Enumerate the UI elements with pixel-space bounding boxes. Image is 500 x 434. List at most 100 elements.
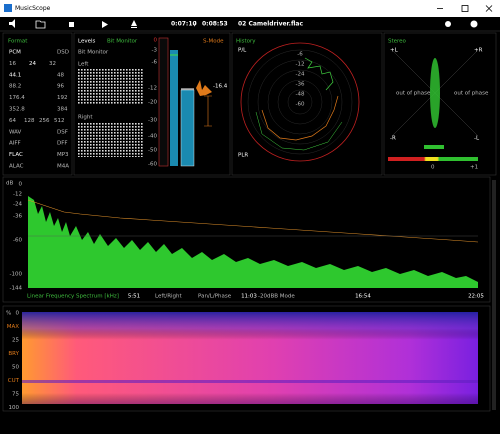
spectrum-unit: dB — [6, 181, 13, 187]
format-item: PCM — [9, 50, 21, 56]
format-item: 256 — [39, 118, 50, 124]
spectrum-caption: Linear Frequency Spectrum [kHz] — [27, 294, 119, 300]
ring-label: -24 — [296, 72, 305, 78]
meter-tick: -3 — [152, 48, 158, 54]
stereo-title: Stereo — [388, 39, 407, 45]
meter-right — [180, 89, 195, 167]
format-item: 192 — [57, 95, 68, 101]
spectrum-y-tick: -60 — [13, 238, 22, 244]
format-item: 176.4 — [9, 95, 25, 101]
panel-frames — [2, 32, 497, 412]
history-ring-labels: -6 -12 -24 -36 -48 -60 — [296, 52, 305, 108]
toolbar-icons[interactable] — [9, 19, 478, 29]
time-position: 0:07:10 — [171, 21, 197, 28]
mode-0[interactable]: Left/Right — [155, 294, 183, 300]
meter-tick: -60 — [148, 162, 157, 168]
format-item: ALAC — [9, 164, 24, 170]
meter-tick: -20 — [148, 100, 157, 106]
stereo-out-right: out of phase — [454, 91, 489, 97]
meter-readout: -16.4 — [213, 84, 228, 90]
spectrum-x-axis: 5:51 11:03 16:54 22:05 — [128, 294, 485, 300]
history-top: P/L — [238, 48, 247, 54]
spectrum-y-axis: 0 -12 -24 -36 -60 -100 -144 — [10, 182, 23, 292]
format-item: 32 — [49, 61, 56, 67]
time-duration: 0:08:53 — [202, 21, 228, 28]
meter-tick: 0 — [154, 38, 158, 44]
bit-monitor-tab[interactable]: Bit Monitor — [107, 39, 138, 45]
spectrum-x-tick: 5:51 — [128, 294, 140, 300]
format-item: 96 — [57, 84, 64, 90]
left-label: Left — [78, 62, 89, 68]
format-item: 44.1 — [9, 72, 21, 78]
spectrogram-y-tick: 100 — [9, 405, 20, 411]
balance-one: +1 — [470, 165, 478, 171]
spectrum-y-tick: -36 — [13, 214, 22, 220]
stereo-cloud — [430, 58, 440, 128]
scrollbar[interactable] — [492, 180, 496, 410]
spectrum-y-tick: -24 — [13, 202, 22, 208]
format-item: FLAC — [9, 152, 23, 158]
format-item: 16 — [9, 61, 16, 67]
ring-label: -48 — [296, 92, 305, 98]
window-title: MusicScope — [15, 5, 51, 12]
format-grid: PCM DSD 16 24 32 44.1 48 88.2 96 176.4 192 352.8 384… — [9, 50, 69, 170]
meter-tick: -50 — [148, 148, 157, 154]
stereo-minus-r: -R — [390, 136, 396, 142]
spectrogram-y-tick: MAX — [7, 324, 20, 330]
history-bottom: PLR — [238, 153, 248, 159]
format-item: 64 — [9, 118, 16, 124]
spectrum-fill — [28, 196, 478, 288]
spectrogram-y-tick: 0 — [16, 311, 20, 317]
stereo-minus-l: -L — [474, 136, 480, 142]
spectrum-peak — [27, 199, 479, 243]
format-item: DSD — [57, 50, 69, 56]
stereo-width — [424, 145, 444, 149]
bit-grid-left — [78, 69, 144, 104]
spectrogram-unit: % — [6, 311, 11, 317]
format-title: Format — [8, 39, 28, 45]
balance-bar — [388, 157, 478, 161]
mode-2[interactable]: -20dBB Mode — [258, 294, 295, 300]
format-item: DFF — [57, 141, 68, 147]
ring-label: -6 — [297, 52, 303, 58]
file-name: 02 Cameldriver.flac — [238, 21, 303, 28]
meter-mode[interactable]: S-Mode — [203, 39, 224, 45]
stereo-plus-l: +L — [390, 48, 399, 54]
history-rings — [240, 42, 360, 162]
meter-frame — [158, 37, 169, 167]
spectrum-x-tick: 16:54 — [355, 294, 371, 300]
spectrogram-y-tick: BRY — [8, 351, 19, 357]
app-icon — [4, 4, 12, 12]
ring-label: -60 — [296, 102, 305, 108]
spectrum-y-tick: -12 — [13, 192, 22, 198]
format-item: AIFF — [9, 141, 21, 147]
title-bar — [0, 0, 500, 17]
right-label: Right — [78, 115, 93, 121]
stereo-plus-r: +R — [474, 48, 483, 54]
bit-monitor-header: Bit Monitor — [78, 50, 109, 56]
ring-label: -36 — [296, 82, 305, 88]
meter-tick: -6 — [152, 60, 158, 66]
history-title: History — [236, 39, 256, 45]
format-item: 48 — [57, 72, 64, 78]
format-item: WAV — [9, 129, 22, 135]
format-item: 128 — [24, 118, 35, 124]
meter-scale: 0 -3 -6 -12 -20 -30 -40 -50 -60 — [148, 38, 157, 168]
ring-label: -12 — [296, 62, 305, 68]
spectrum-x-tick: 11:03 — [241, 294, 257, 300]
format-item: 24 — [29, 61, 36, 67]
spectrogram-y-tick: 50 — [12, 365, 19, 371]
window-controls[interactable] — [437, 5, 493, 12]
spectrogram-y-tick: 25 — [12, 338, 19, 344]
mode-1[interactable]: Pan/L/Phase — [198, 294, 232, 300]
meter-left — [170, 50, 178, 166]
spectrogram-overlay — [22, 312, 478, 404]
format-item: MP3 — [57, 152, 69, 158]
meter-hist — [196, 80, 212, 96]
levels-title: Levels — [78, 39, 96, 45]
format-item: M4A — [57, 164, 69, 170]
spectrum-y-tick: -100 — [10, 272, 23, 278]
